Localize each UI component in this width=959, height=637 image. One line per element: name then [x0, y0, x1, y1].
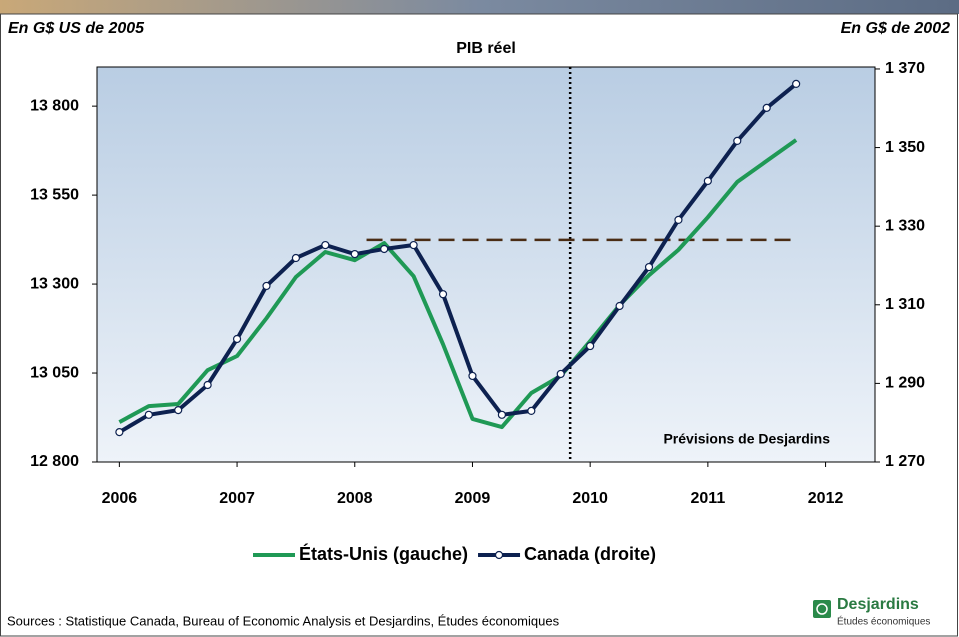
- series-marker: [762, 103, 771, 112]
- series-marker: [497, 410, 506, 419]
- series-marker: [409, 240, 418, 250]
- series-marker: [468, 371, 477, 381]
- x-tick-label: 2007: [219, 490, 255, 507]
- series-marker: [203, 380, 212, 390]
- y-tick-label: 13 800: [30, 97, 79, 114]
- x-tick-label: 2010: [572, 490, 608, 507]
- logo-subtitle: Études économiques: [837, 615, 930, 628]
- logo-name: Desjardins: [837, 596, 919, 613]
- x-tick-label: 2012: [808, 490, 844, 507]
- source: Sources : Statistique Canada, Bureau of …: [7, 613, 560, 628]
- y2-tick-label: 1 270: [885, 453, 925, 470]
- series-marker: [615, 301, 624, 311]
- series-line: [118, 82, 798, 434]
- x-tick-label: 2008: [337, 490, 373, 507]
- x-tick-label: 2006: [102, 490, 138, 507]
- y2-tick-label: 1 330: [885, 217, 925, 234]
- chart-title: PIB réel: [456, 40, 516, 57]
- series-marker: [674, 215, 683, 224]
- logo-icon-ring: [816, 603, 828, 615]
- series-marker: [438, 290, 448, 299]
- series-marker: [556, 369, 565, 379]
- series-line: [118, 138, 798, 430]
- logo-icon: [813, 600, 831, 618]
- y-axis-label: En G$ US de 2005: [8, 20, 145, 37]
- plot-area: [96, 66, 876, 463]
- y2-tick-label: 1 350: [885, 139, 925, 156]
- series-marker: [733, 136, 742, 145]
- x-tick-label: 2009: [455, 490, 491, 507]
- series-marker: [380, 244, 389, 254]
- y2-tick-label: 1 310: [885, 296, 925, 313]
- series-marker: [174, 406, 183, 415]
- y-tick-label: 13 550: [30, 186, 79, 203]
- series-marker: [792, 79, 801, 89]
- series-marker: [586, 341, 595, 351]
- series-marker: [232, 334, 242, 344]
- series-marker: [115, 428, 124, 437]
- annotation: Prévisions de Desjardins: [663, 431, 830, 447]
- x-tick-label: 2011: [691, 490, 726, 507]
- series-marker: [291, 253, 301, 263]
- series-marker: [703, 176, 712, 186]
- legend-label: Canada (droite): [524, 544, 656, 564]
- y-tick-label: 13 050: [30, 364, 79, 381]
- y-tick-label: 13 300: [30, 275, 79, 292]
- frame: [0, 13, 958, 637]
- series-marker: [527, 406, 536, 416]
- series-marker: [350, 249, 359, 259]
- y2-tick-label: 1 370: [885, 60, 925, 77]
- series-marker: [321, 240, 330, 250]
- y-tick-label: 12 800: [30, 453, 79, 470]
- legend-marker: [494, 550, 504, 560]
- banner: [0, 0, 959, 14]
- series-marker: [144, 410, 153, 419]
- series-marker: [262, 281, 271, 291]
- y2-tick-label: 1 290: [885, 375, 925, 392]
- series-marker: [644, 262, 654, 272]
- legend-label: États-Unis (gauche): [299, 543, 468, 564]
- y2-axis-label: En G$ de 2002: [841, 20, 950, 37]
